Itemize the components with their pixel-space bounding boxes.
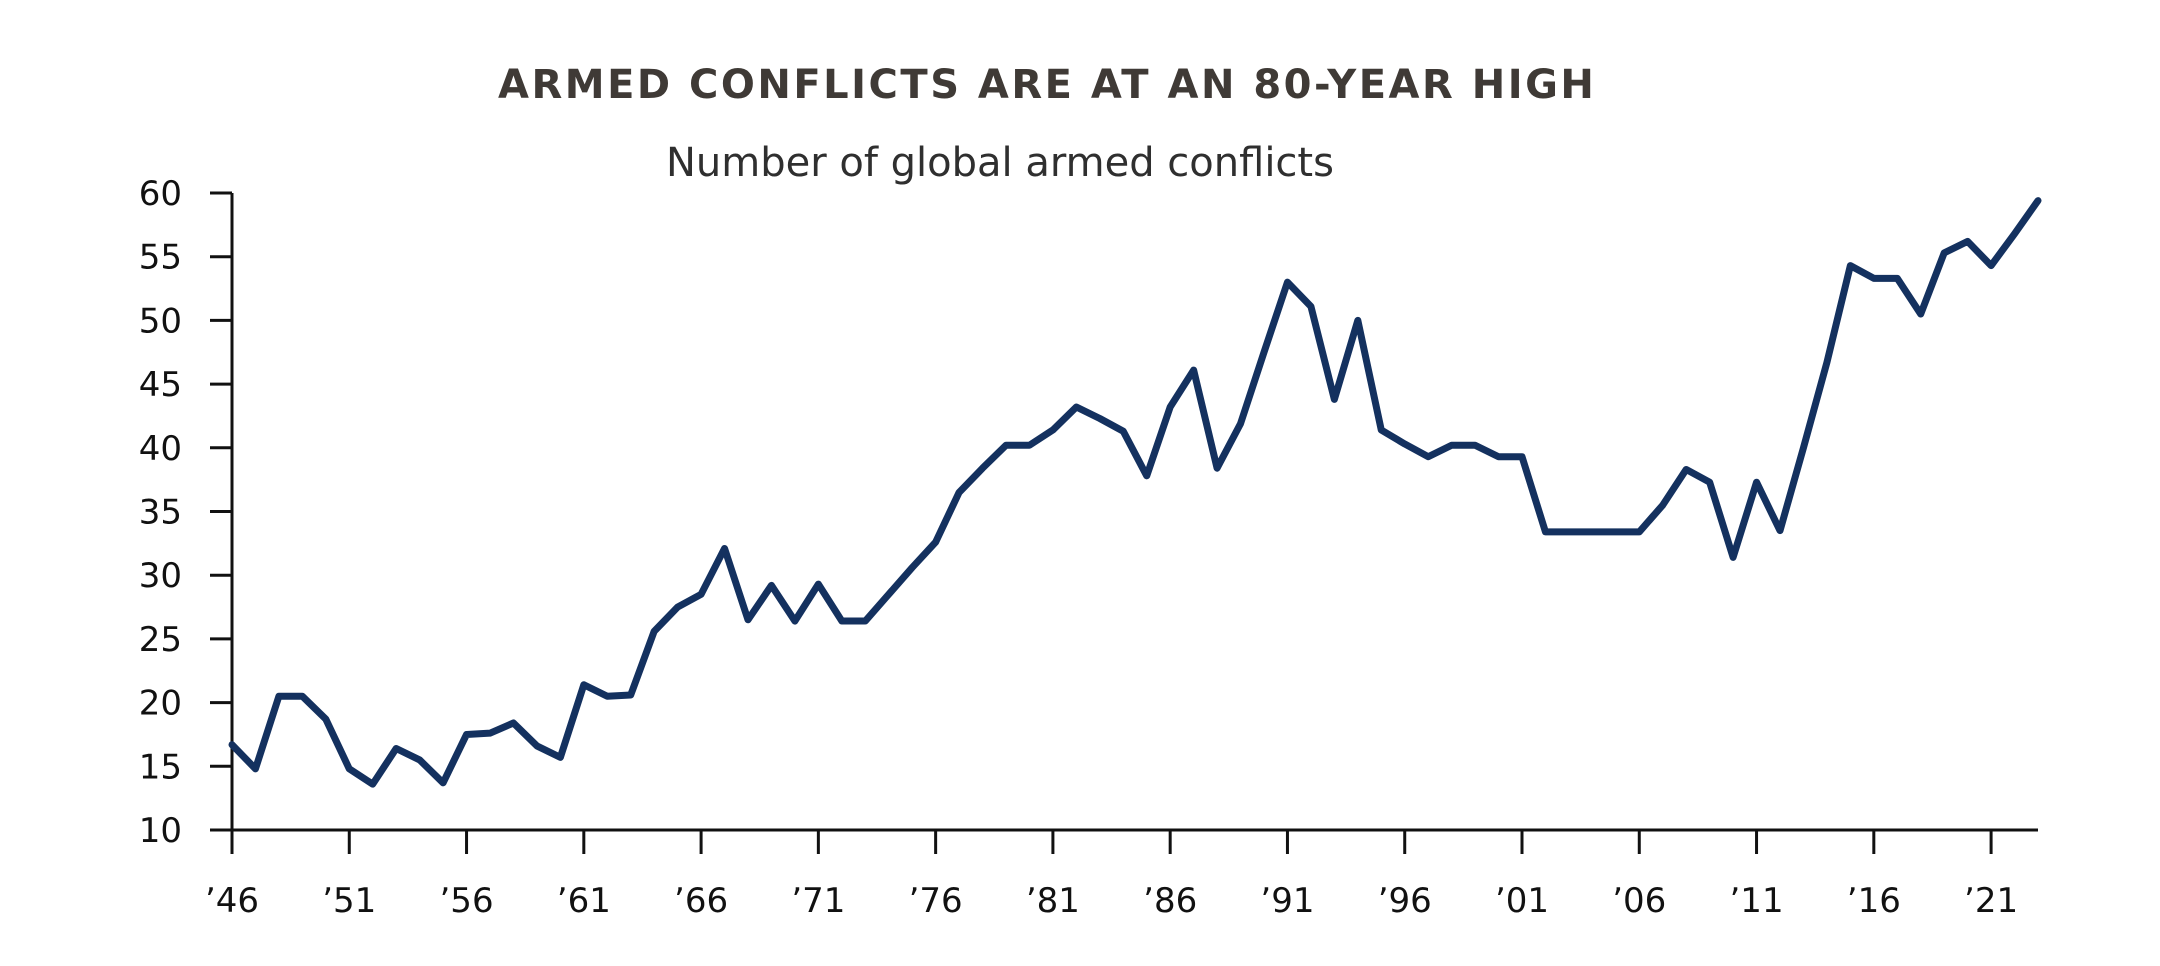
x-tick-label: ’76 — [909, 881, 963, 921]
x-tick-label: ’06 — [1612, 881, 1666, 921]
chart-title: ARMED CONFLICTS ARE AT AN 80-YEAR HIGH — [498, 62, 1597, 108]
axes-layer — [210, 191, 2038, 854]
x-tick-label: ’71 — [791, 881, 845, 921]
y-tick-label: 35 — [139, 493, 182, 533]
x-tick-label: ’11 — [1730, 881, 1784, 921]
y-tick-label: 25 — [139, 620, 182, 660]
y-tick-label: 55 — [139, 238, 182, 278]
y-tick-label: 10 — [139, 811, 182, 851]
x-tick-label: ’01 — [1495, 881, 1549, 921]
y-tick-label: 30 — [139, 556, 182, 596]
x-tick-label: ’81 — [1026, 881, 1080, 921]
x-tick-label: ’46 — [205, 881, 259, 921]
x-tick-label: ’51 — [322, 881, 376, 921]
x-tick-label: ’96 — [1378, 881, 1432, 921]
x-tick-label: ’86 — [1143, 881, 1197, 921]
x-tick-label: ’56 — [440, 881, 494, 921]
y-tick-label: 15 — [139, 747, 182, 787]
x-tick-label: ’66 — [674, 881, 728, 921]
y-tick-label: 45 — [139, 365, 182, 405]
chart-subtitle: Number of global armed conflicts — [666, 140, 1334, 186]
x-tick-label: ’16 — [1847, 881, 1901, 921]
series-line — [228, 197, 2042, 788]
y-tick-label: 50 — [139, 301, 182, 341]
x-tick-label: ’61 — [557, 881, 611, 921]
y-tick-label: 60 — [139, 174, 182, 214]
y-tick-label: 40 — [139, 429, 182, 469]
x-tick-label: ’91 — [1260, 881, 1314, 921]
x-tick-label: ’21 — [1964, 881, 2018, 921]
tick-labels-layer: 10 15 20 25 30 35 40 45 50 55 60 ’46 ’51 ’56 ’61 ’66 ’71… — [139, 174, 2018, 921]
y-tick-label: 20 — [139, 684, 182, 724]
series-layer — [228, 197, 2042, 788]
